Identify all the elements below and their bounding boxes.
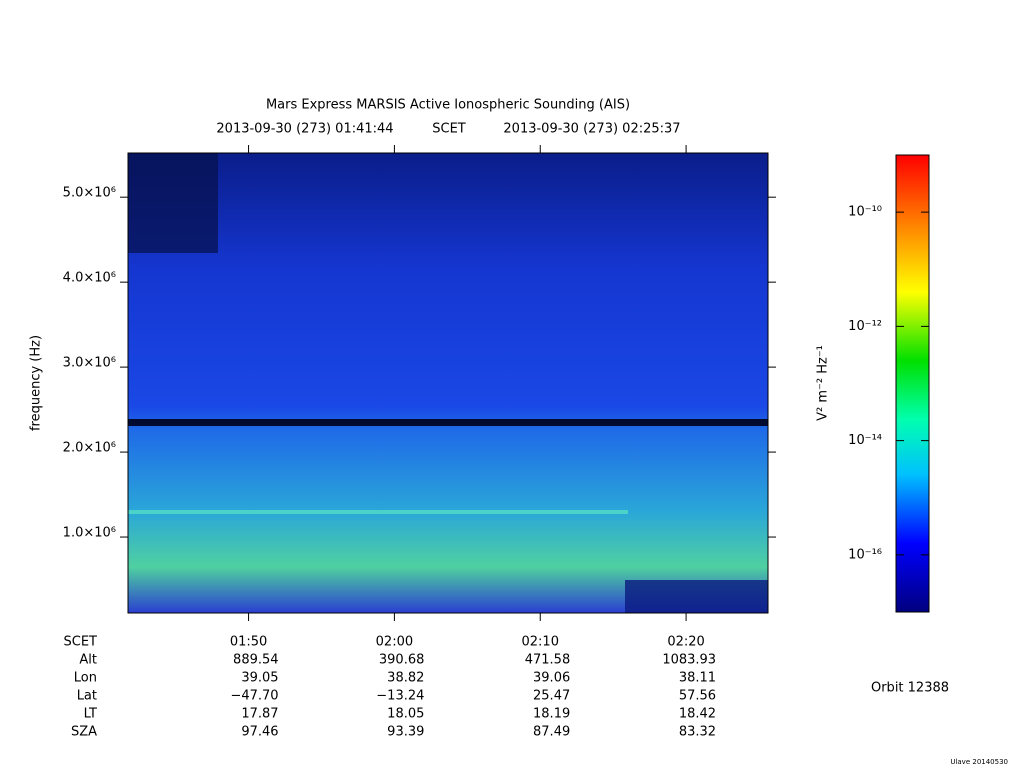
y-axis-label: frequency (Hz) — [29, 335, 44, 431]
colorbar-tick-label: 10⁻¹⁴ — [848, 433, 882, 448]
ephemeris-value: 87.49 — [533, 725, 570, 740]
row-label: SCET — [64, 635, 98, 650]
row-label: Lat — [77, 689, 97, 704]
time-label: SCET — [432, 122, 466, 137]
colorbar-tick-label: 10⁻¹² — [848, 319, 882, 334]
x-tick-label: 01:50 — [230, 635, 267, 650]
ephemeris-value: 390.68 — [379, 653, 425, 668]
ephemeris-value: 38.82 — [387, 671, 424, 686]
chart-title: Mars Express MARSIS Active Ionospheric S… — [266, 98, 630, 113]
colorbar — [895, 154, 930, 613]
time-start: 2013-09-30 (273) 01:41:44 — [216, 122, 393, 137]
ephemeris-value: −13.24 — [376, 689, 424, 704]
y-tick-label: 2.0×10⁶ — [63, 441, 116, 456]
x-tick-label: 02:00 — [376, 635, 413, 650]
y-tick-label: 3.0×10⁶ — [63, 356, 116, 371]
row-label: LT — [84, 707, 97, 722]
colorbar-tick-label: 10⁻¹⁶ — [848, 547, 882, 562]
y-tick-label: 4.0×10⁶ — [63, 271, 116, 286]
ephemeris-value: 889.54 — [233, 653, 279, 668]
ephemeris-value: 18.42 — [679, 707, 716, 722]
colorbar-tick-label: 10⁻¹⁰ — [848, 205, 882, 220]
time-end: 2013-09-30 (273) 02:25:37 — [503, 122, 680, 137]
spectrogram-image — [128, 153, 768, 613]
ephemeris-value: 83.32 — [679, 725, 716, 740]
ephemeris-value: 93.39 — [387, 725, 424, 740]
y-tick-label: 1.0×10⁶ — [63, 526, 116, 541]
row-label: Alt — [79, 653, 97, 668]
orbit: Orbit 12388 — [871, 681, 949, 696]
y-tick-label: 5.0×10⁶ — [63, 186, 116, 201]
ephemeris-value: 39.06 — [533, 671, 570, 686]
row-label: SZA — [71, 725, 97, 740]
x-tick-label: 02:20 — [667, 635, 704, 650]
ephemeris-value: 18.05 — [387, 707, 424, 722]
ephemeris-value: 1083.93 — [662, 653, 716, 668]
ephemeris-value: 17.87 — [241, 707, 278, 722]
colorbar-label: V² m⁻² Hz⁻¹ — [816, 345, 831, 421]
ephemeris-value: 97.46 — [241, 725, 278, 740]
ephemeris-value: 25.47 — [533, 689, 570, 704]
ephemeris-value: 18.19 — [533, 707, 570, 722]
ephemeris-value: 471.58 — [525, 653, 571, 668]
ephemeris-value: 57.56 — [679, 689, 716, 704]
ephemeris-value: 38.11 — [679, 671, 716, 686]
x-tick-label: 02:10 — [522, 635, 559, 650]
footer: Ulave 20140530 — [950, 758, 1008, 766]
ephemeris-value: 39.05 — [241, 671, 278, 686]
plot-frame — [127, 152, 769, 614]
ephemeris-value: −47.70 — [230, 689, 278, 704]
row-label: Lon — [74, 671, 97, 686]
